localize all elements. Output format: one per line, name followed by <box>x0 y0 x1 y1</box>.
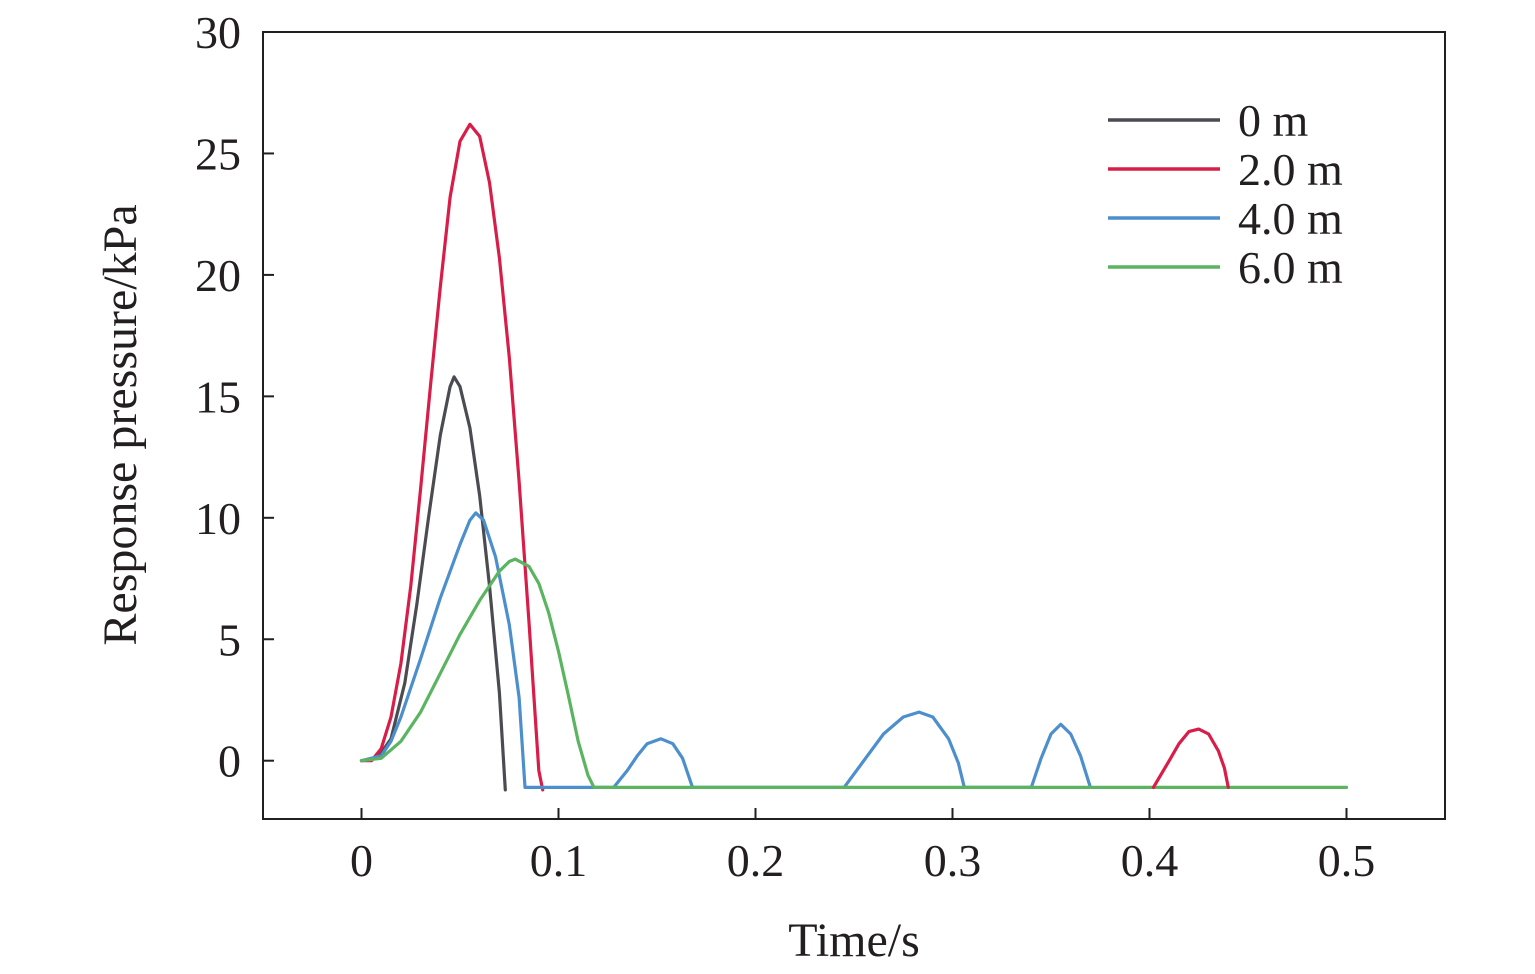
series-line <box>359 122 545 792</box>
y-tick-label: 20 <box>195 250 241 301</box>
x-tick-label: 0.3 <box>924 835 982 886</box>
legend-label: 2.0 m <box>1238 144 1343 195</box>
y-tick-label: 15 <box>195 371 241 422</box>
legend: 0 m2.0 m4.0 m6.0 m <box>1108 95 1343 293</box>
legend-label: 0 m <box>1238 95 1309 146</box>
x-tick-label: 0.4 <box>1121 835 1179 886</box>
legend-label: 6.0 m <box>1238 242 1343 293</box>
series-line <box>359 375 507 792</box>
x-tick-label: 0 <box>350 835 373 886</box>
tick-layer: 0 0.1 0.2 0.3 0.4 0.5 0 5 10 15 20 25 30 <box>195 7 1375 886</box>
x-tick-label: 0.5 <box>1318 835 1376 886</box>
y-tick-label: 10 <box>195 493 241 544</box>
legend-label: 4.0 m <box>1238 193 1343 244</box>
y-tick-label: 0 <box>218 736 241 787</box>
x-axis-label: Time/s <box>788 914 920 967</box>
series-line <box>359 557 1349 789</box>
plot-frame <box>262 31 1446 820</box>
y-tick-label: 30 <box>195 7 241 58</box>
series-line <box>1151 727 1230 789</box>
y-tick-label: 25 <box>195 128 241 179</box>
series-line <box>359 511 1092 789</box>
y-axis-label: Response pressure/kPa <box>94 204 147 645</box>
series-layer <box>359 122 1349 792</box>
x-tick-label: 0.2 <box>727 835 785 886</box>
x-tick-label: 0.1 <box>530 835 588 886</box>
y-tick-label: 5 <box>218 614 241 665</box>
